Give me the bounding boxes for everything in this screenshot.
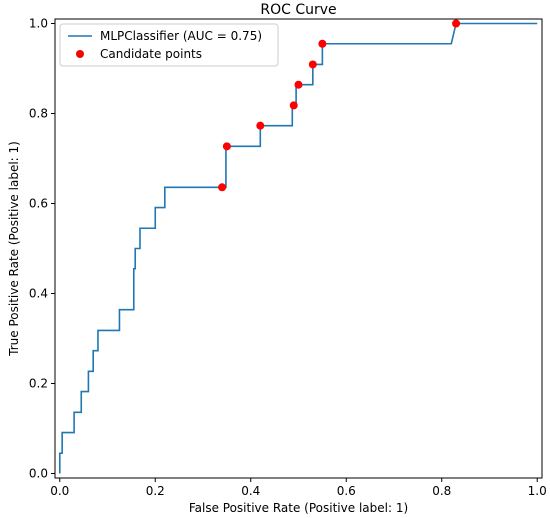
y-tick-label: 0.6 (29, 197, 48, 211)
candidate-point (222, 142, 231, 151)
y-axis-label: True Positive Rate (Positive label: 1) (7, 141, 21, 357)
candidate-point (308, 60, 317, 69)
x-tick-label: 0.6 (337, 484, 356, 498)
x-tick-label: 0.0 (50, 484, 69, 498)
x-tick-label: 1.0 (528, 484, 547, 498)
y-tick-label: 0.0 (29, 467, 48, 481)
candidate-point (289, 101, 298, 110)
x-tick-label: 0.8 (432, 484, 451, 498)
x-axis: 0.0 0.2 0.4 0.6 0.8 1.0 (50, 478, 547, 498)
legend-entry-line: MLPClassifier (AUC = 0.75) (100, 29, 262, 43)
chart-title: ROC Curve (260, 2, 336, 18)
legend-box (59, 23, 279, 67)
x-tick-label: 0.4 (241, 484, 260, 498)
y-tick-label: 0.8 (29, 107, 48, 121)
x-axis-label: False Positive Rate (Positive label: 1) (189, 501, 408, 515)
plot-frame (54, 18, 543, 479)
candidate-point (218, 183, 227, 192)
y-axis: 0.0 0.2 0.4 0.6 0.8 1.0 (29, 17, 55, 481)
legend-point-swatch (76, 50, 84, 58)
candidate-point (452, 19, 461, 28)
candidate-point (256, 121, 265, 130)
candidate-point (318, 39, 327, 48)
legend: MLPClassifier (AUC = 0.75) Candidate poin… (59, 23, 279, 67)
legend-entry-points: Candidate points (100, 47, 202, 61)
plot-area (54, 18, 543, 479)
x-tick-label: 0.2 (146, 484, 165, 498)
y-tick-label: 1.0 (29, 17, 48, 31)
candidate-point (294, 80, 303, 89)
roc-curve-line (58, 22, 538, 474)
y-tick-label: 0.4 (29, 287, 48, 301)
y-tick-label: 0.2 (29, 377, 48, 391)
